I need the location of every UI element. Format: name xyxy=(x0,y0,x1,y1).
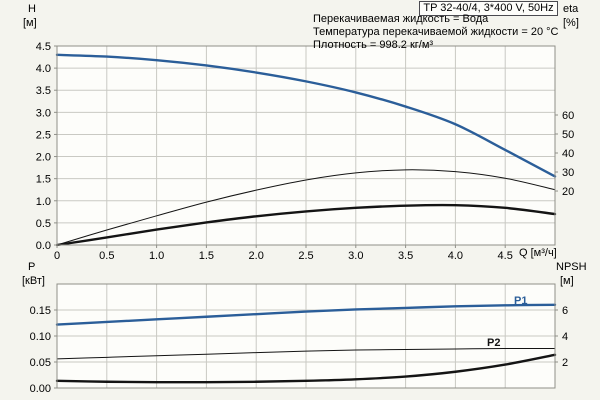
y-left-tick-label: 0.15 xyxy=(30,305,51,317)
y-left-tick-label: 0.05 xyxy=(30,357,51,369)
eta-axis-unit: [%] xyxy=(563,17,579,29)
eta-upper-curve xyxy=(56,169,556,246)
x-tick-label: 2.5 xyxy=(298,250,313,262)
pump-model-title: TP 32-40/4, 3*400 V, 50Hz xyxy=(419,1,558,16)
info-line-temperature: Температура перекачиваемой жидкости = 20… xyxy=(313,26,559,38)
info-line-density: Плотность = 998.2 кг/м³ xyxy=(313,39,434,51)
p1-power-curve xyxy=(55,303,557,326)
y-left-tick-label: 0.00 xyxy=(30,383,51,395)
y-left-tick-label: 1.0 xyxy=(36,196,51,208)
y-right-tick-label: 60 xyxy=(562,110,574,122)
y-left-tick-label: 4.0 xyxy=(36,63,51,75)
y-left-tick-label: 2.0 xyxy=(36,152,51,164)
x-tick-label: 0 xyxy=(54,250,60,262)
y-left-tick-label: 0.5 xyxy=(36,218,51,230)
x-tick-label: 3.0 xyxy=(348,250,363,262)
info-line-liquid: Перекачиваемая жидкость = Вода xyxy=(313,13,489,25)
y-left-tick-label: 0.10 xyxy=(30,331,51,343)
head-axis-unit: [м] xyxy=(23,17,37,29)
liquid-info-block: Перекачиваемая жидкость = Вода Температу… xyxy=(313,13,558,52)
y-left-tick-label: 3.5 xyxy=(36,85,51,97)
p1-curve-label: P1 xyxy=(514,295,528,307)
x-tick-label: 4.0 xyxy=(448,250,463,262)
x-tick-label: 0.5 xyxy=(99,250,114,262)
power-npsh-chart: 0.00 0.05 0.10 0.15 2 4 6 xyxy=(30,283,568,395)
y-right-tick-label: 2 xyxy=(562,357,568,369)
x-tick-label: 1.5 xyxy=(199,250,214,262)
head-axis-title: H xyxy=(28,3,36,15)
y-right-tick-label: 30 xyxy=(562,167,574,179)
y-right-tick-label: 20 xyxy=(562,186,574,198)
x-tick-label: 4.5 xyxy=(498,250,513,262)
y-right-tick-label: 40 xyxy=(562,148,574,160)
npsh-axis-title: NPSH xyxy=(556,261,587,273)
x-tick-label: 2.0 xyxy=(249,250,264,262)
npsh-axis-unit: [м] xyxy=(560,275,574,287)
eta-axis-title: eta xyxy=(563,3,579,15)
head-eta-chart: 0.0 0.5 1.0 1.5 2.0 2.5 3.0 3.5 4.0 4.5 20 30 40 50 60… xyxy=(36,41,575,262)
y-left-tick-label: 4.5 xyxy=(36,41,51,53)
x-tick-label: 3.5 xyxy=(398,250,413,262)
power-axis-title: P xyxy=(28,261,36,273)
power-axis-unit: [кВт] xyxy=(22,275,45,287)
y-left-tick-label: 1.5 xyxy=(36,174,51,186)
y-right-tick-label: 6 xyxy=(562,305,568,317)
flow-axis-label: Q [м³/ч] xyxy=(519,247,557,259)
y-right-tick-label: 50 xyxy=(562,129,574,141)
npsh-curve xyxy=(55,353,557,384)
y-right-tick-label: 4 xyxy=(562,331,568,343)
x-tick-label: 1.0 xyxy=(149,250,164,262)
eta-lower-curve xyxy=(55,203,557,247)
y-left-tick-label: 2.5 xyxy=(36,129,51,141)
p2-power-curve xyxy=(56,347,556,360)
head-curve xyxy=(55,53,557,178)
y-left-tick-label: 0.0 xyxy=(36,240,51,252)
p2-curve-label: P2 xyxy=(487,337,501,349)
y-left-tick-label: 3.0 xyxy=(36,107,51,119)
